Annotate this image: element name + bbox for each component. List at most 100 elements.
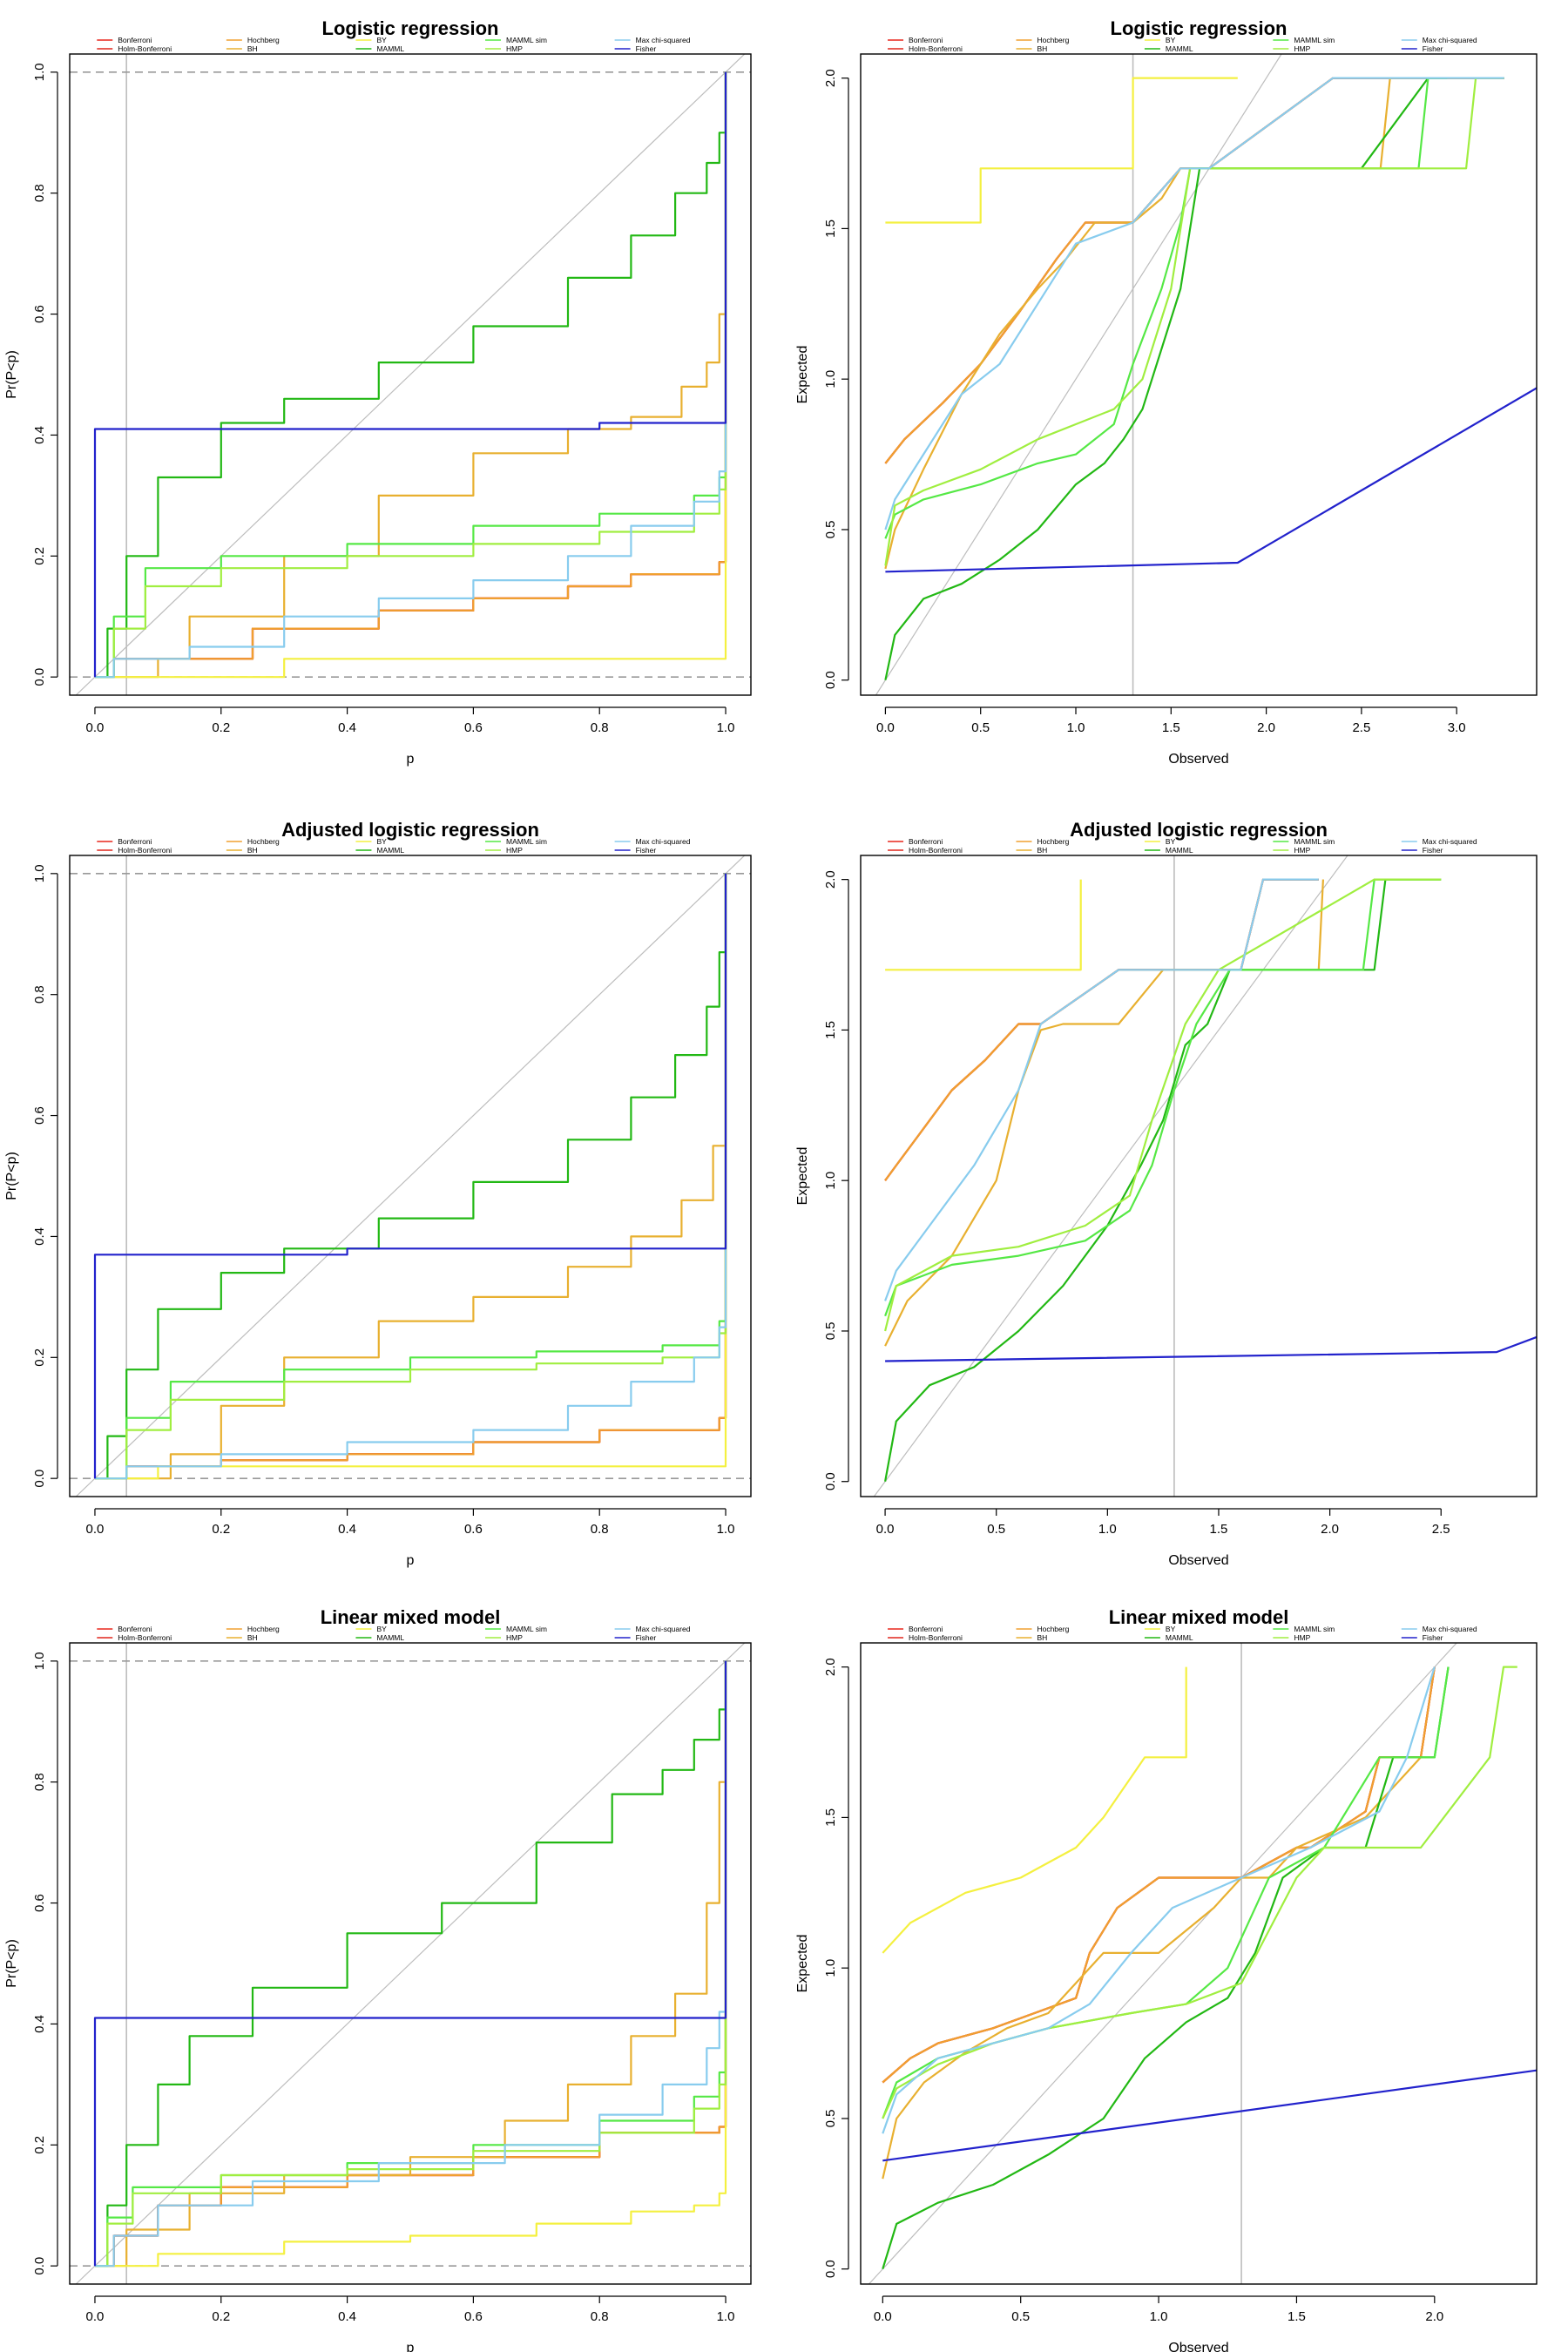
legend-label: Bonferroni: [118, 837, 152, 846]
reference-lines: [868, 1643, 1457, 2284]
y-tick-label: 0.0: [32, 1470, 47, 1488]
series-group: [884, 878, 1537, 1482]
x-tick-label: 0.6: [464, 2309, 483, 2324]
diagonal-line: [875, 54, 1282, 695]
series-line-max-chi-squared: [882, 1666, 1436, 2134]
series-line-mamml-sim: [884, 878, 1442, 1317]
y-tick-label: 0.0: [32, 668, 47, 686]
x-tick-label: 0.2: [212, 720, 230, 735]
plot-frame: [860, 53, 1538, 696]
x-tick-label: 1.0: [717, 2309, 735, 2324]
x-axis-label: Observed: [1168, 752, 1228, 767]
x-tick-label: 0.0: [876, 720, 895, 735]
legend-label: Hochberg: [1037, 36, 1069, 44]
legend-label: Max chi-squared: [636, 837, 691, 846]
series-line-by: [95, 71, 727, 679]
series-line-by: [885, 879, 1082, 971]
legend-label: HMP: [1294, 44, 1310, 53]
legend-label: Max chi-squared: [636, 36, 691, 44]
series-line-hochberg: [882, 1666, 1436, 2084]
legend-label: MAMML sim: [1294, 36, 1335, 44]
series-line-hmp: [884, 77, 1504, 566]
reference-lines: [70, 1643, 751, 2284]
legend-label: Max chi-squared: [636, 1625, 691, 1633]
y-tick-label: 1.0: [32, 1652, 47, 1670]
y-axis: 0.0 0.2 0.4 0.6 0.8 1.0 Pr(P<p): [4, 63, 58, 686]
legend-label: Max chi-squared: [1423, 837, 1477, 846]
x-tick-label: 0.6: [464, 1522, 483, 1537]
series-line-bh: [95, 873, 727, 1480]
legend-label: MAMML sim: [506, 36, 547, 44]
x-tick-label: 2.0: [1321, 1522, 1339, 1537]
x-tick-label: 1.5: [1288, 2309, 1306, 2324]
series-line-holm-bonferroni: [884, 878, 1319, 1181]
legend-label: HMP: [1294, 846, 1310, 855]
series-line-bonferroni: [884, 878, 1319, 1181]
x-tick-label: 1.0: [1150, 2309, 1168, 2324]
series-line-max-chi-squared: [95, 1660, 727, 2268]
series-line-mamml-sim: [884, 77, 1448, 539]
y-axis-label: Pr(P<p): [4, 350, 19, 399]
x-tick-label: 1.0: [717, 720, 735, 735]
legend-label: HMP: [1294, 1633, 1310, 1642]
y-tick-label: 1.0: [823, 370, 838, 389]
plot-frame: [69, 53, 752, 696]
series-line-fisher: [882, 2069, 1537, 2162]
legend-label: Hochberg: [247, 1625, 280, 1633]
legend-label: Fisher: [636, 846, 657, 855]
legend-label: Bonferroni: [118, 36, 152, 44]
series-line-bh: [884, 879, 1324, 1347]
x-tick-label: 1.0: [1067, 720, 1085, 735]
x-axis: 0.0 0.5 1.0 1.5 2.0 2.5 3.0 Observed: [876, 706, 1466, 767]
x-tick-label: 0.8: [591, 2309, 609, 2324]
x-tick-label: 0.0: [874, 2309, 892, 2324]
legend-label: Holm-Bonferroni: [909, 1633, 963, 1642]
x-tick-label: 1.5: [1162, 720, 1180, 735]
legend: BonferroniHolm-BonferroniHochbergBHBYMAM…: [97, 1625, 691, 1642]
legend: BonferroniHolm-BonferroniHochbergBHBYMAM…: [97, 36, 691, 53]
series-line-hmp: [95, 71, 727, 679]
x-axis: 0.0 0.5 1.0 1.5 2.0 2.5 Observed: [876, 1508, 1450, 1568]
series-line-fisher: [93, 1660, 727, 2267]
diagonal-line: [75, 54, 746, 695]
series-line-mamml: [95, 1660, 727, 2268]
y-axis: 0.0 0.5 1.0 1.5 2.0 Expected: [795, 870, 849, 1490]
x-tick-label: 3.0: [1448, 720, 1466, 735]
x-tick-label: 2.0: [1425, 2309, 1443, 2324]
series-line-fisher: [93, 71, 727, 678]
legend-label: BH: [1037, 846, 1047, 855]
x-tick-label: 0.8: [591, 1522, 609, 1537]
y-axis-label: Expected: [795, 1147, 810, 1206]
y-tick-label: 0.4: [32, 2015, 47, 2033]
reference-lines: [873, 855, 1348, 1497]
series-line-hmp: [884, 878, 1442, 1332]
x-axis-label: p: [407, 752, 415, 767]
panel-title: Logistic regression: [322, 17, 499, 39]
legend-label: Bonferroni: [118, 1625, 152, 1633]
panel-p3: Adjusted logistic regressionBonferroniHo…: [4, 819, 752, 1568]
legend-label: Hochberg: [1037, 1625, 1069, 1633]
panel-title: Adjusted logistic regression: [1070, 819, 1328, 841]
x-tick-label: 0.0: [86, 720, 105, 735]
legend-label: Hochberg: [247, 36, 280, 44]
series-line-holm-bonferroni: [884, 77, 1504, 464]
x-tick-label: 0.5: [987, 1522, 1005, 1537]
legend-label: BY: [1166, 1625, 1176, 1633]
panel-p4: Adjusted logistic regressionBonferroniHo…: [795, 819, 1538, 1568]
x-tick-label: 0.4: [338, 2309, 356, 2324]
legend: BonferroniHolm-BonferroniHochbergBHBYMAM…: [888, 837, 1477, 855]
x-axis: 0.0 0.5 1.0 1.5 2.0 Observed: [874, 2295, 1443, 2352]
legend-label: MAMML: [1166, 44, 1193, 53]
diagonal-line: [75, 855, 746, 1497]
legend-label: MAMML sim: [1294, 1625, 1335, 1633]
y-tick-label: 1.0: [823, 1172, 838, 1190]
legend-label: HMP: [506, 44, 523, 53]
y-tick-label: 0.6: [32, 305, 47, 323]
legend-label: Fisher: [636, 1633, 657, 1642]
y-tick-label: 0.8: [32, 184, 47, 202]
diagonal-line: [75, 1643, 746, 2284]
series-group: [93, 873, 727, 1480]
x-tick-label: 0.2: [212, 1522, 230, 1537]
legend: BonferroniHolm-BonferroniHochbergBHBYMAM…: [97, 837, 691, 855]
